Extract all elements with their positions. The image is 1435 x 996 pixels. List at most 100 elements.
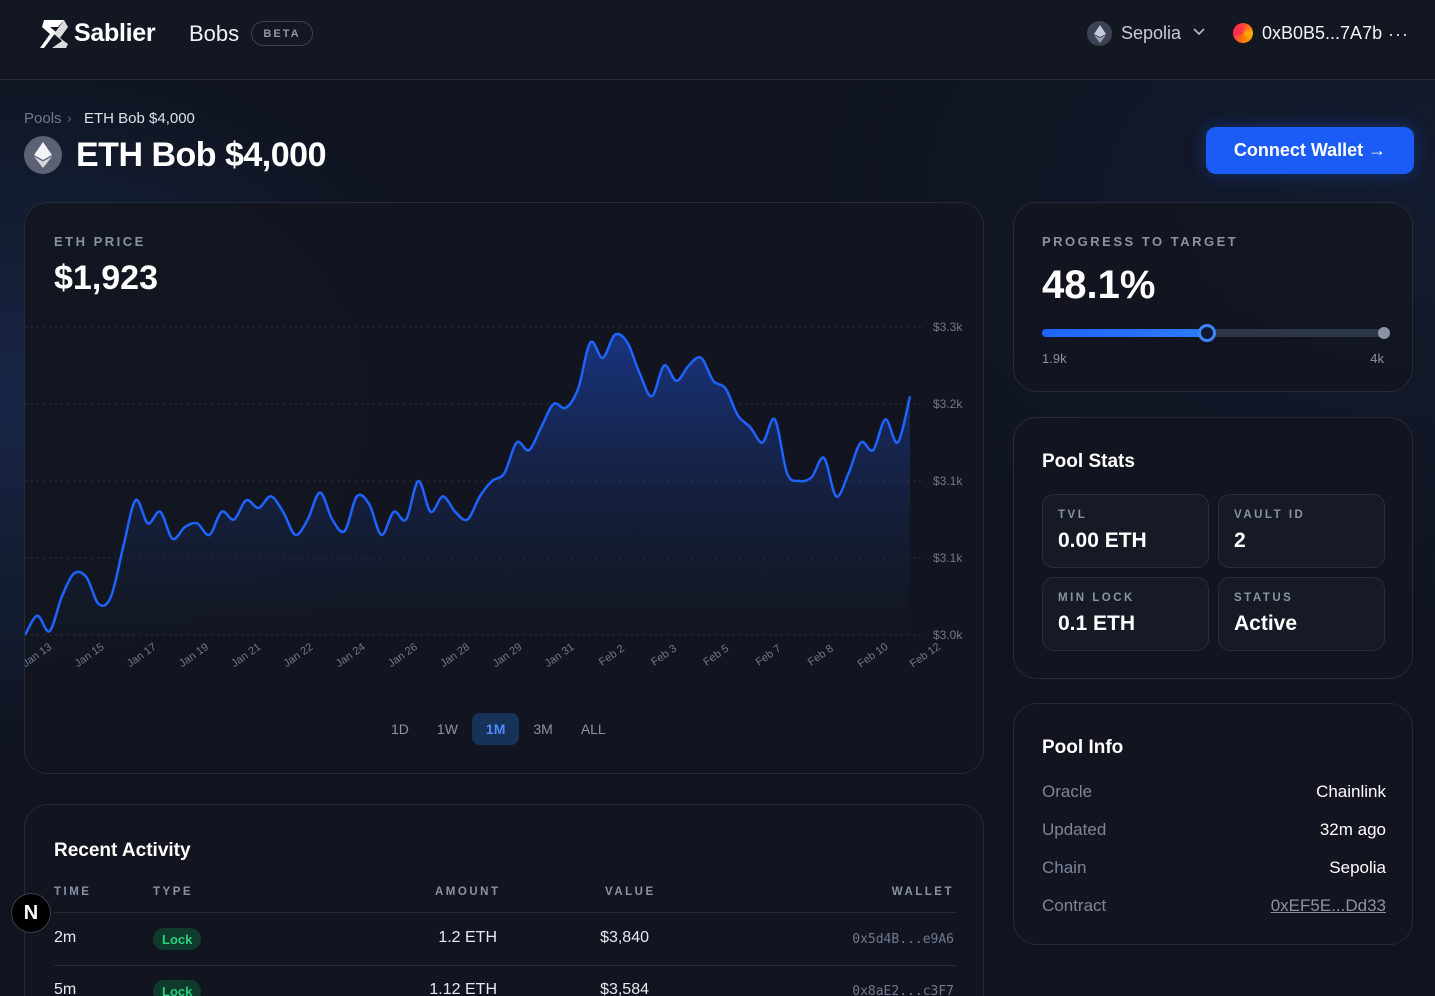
wallet-address[interactable]: 0xB0B5...7A7b <box>1262 23 1383 43</box>
cell-time: 5m <box>54 981 77 996</box>
progress-knob <box>1198 324 1217 342</box>
ethereum-network-icon[interactable] <box>1087 21 1112 46</box>
cell-amount: 1.2 ETH <box>438 929 497 946</box>
column-header-wallet: WALLET <box>891 886 954 898</box>
x-tick-label: Feb 3 <box>649 643 679 669</box>
cell-amount: 1.12 ETH <box>429 981 497 996</box>
pool-info-card: Pool Info Oracle Chainlink Updated 32m a… <box>1013 703 1413 945</box>
info-key: Oracle <box>1042 782 1093 801</box>
y-tick-label: $3.1k <box>933 551 963 565</box>
eth-price-chart[interactable]: $3.3k $3.2k $3.1k $3.1k $3.0k Jan 13 Jan 15 Ja… <box>25 203 985 703</box>
progress-card: PROGRESS TO TARGET 48.1% 1.9k 4k <box>1013 202 1413 392</box>
more-options-icon[interactable]: ··· <box>1388 24 1409 44</box>
info-key: Chain <box>1042 858 1087 877</box>
breadcrumb-pools-link[interactable]: Pools <box>24 110 62 127</box>
wallet-avatar[interactable] <box>1233 23 1253 43</box>
x-tick-label: Jan 29 <box>490 641 524 670</box>
stat-status: STATUS Active <box>1218 577 1385 651</box>
connect-wallet-button[interactable]: Connect Wallet → <box>1206 127 1414 174</box>
range-3m-button[interactable]: 3M <box>533 721 553 737</box>
breadcrumb-separator: › <box>67 110 72 126</box>
x-tick-label: Jan 24 <box>334 641 368 670</box>
stat-label: MIN LOCK <box>1058 592 1135 604</box>
eth-price-value: $1,923 <box>54 259 158 297</box>
cell-value: $3,584 <box>600 981 649 996</box>
progress-min-label: 1.9k <box>1042 351 1067 366</box>
row-divider <box>54 965 956 966</box>
stat-label: TVL <box>1058 509 1088 521</box>
info-row-oracle: Oracle Chainlink <box>1042 782 1386 804</box>
pool-stats-title: Pool Stats <box>1042 451 1135 472</box>
y-tick-label: $3.0k <box>933 628 963 642</box>
breadcrumb-current: ETH Bob $4,000 <box>84 110 195 127</box>
info-key: Contract <box>1042 896 1107 915</box>
column-header-amount: AMOUNT <box>435 886 501 898</box>
progress-target-marker <box>1378 327 1390 339</box>
contract-address-link[interactable]: 0xEF5E...Dd33 <box>1270 896 1386 915</box>
eth-price-label: ETH PRICE <box>54 234 146 249</box>
price-series-line[interactable] <box>25 332 912 636</box>
cell-wallet[interactable]: 0x8aE2...c3F7 <box>852 984 954 996</box>
type-badge: Lock <box>153 980 202 996</box>
x-tick-label: Jan 21 <box>229 641 263 670</box>
progress-max-label: 4k <box>1370 351 1384 366</box>
app-name: Bobs <box>189 21 240 46</box>
type-badge: Lock <box>153 928 202 950</box>
cell-value: $3,840 <box>600 929 649 946</box>
x-tick-label: Jan 17 <box>125 641 159 670</box>
progress-value: 48.1% <box>1042 263 1156 307</box>
progress-label: PROGRESS TO TARGET <box>1042 234 1239 249</box>
column-header-time: TIME <box>54 886 92 898</box>
dev-tools-badge[interactable]: N <box>11 893 51 933</box>
progress-bar <box>1042 324 1390 342</box>
info-row-updated: Updated 32m ago <box>1042 820 1386 842</box>
time-range-selector: 1D 1W 1M 3M ALL <box>377 713 620 745</box>
column-header-type: TYPE <box>153 886 194 898</box>
logo-text[interactable]: Sablier <box>74 19 156 47</box>
x-tick-label: Feb 5 <box>701 643 731 669</box>
stat-value: 0.00 ETH <box>1058 529 1147 552</box>
stat-tvl: TVL 0.00 ETH <box>1042 494 1209 568</box>
y-tick-label: $3.1k <box>933 474 963 488</box>
progress-fill <box>1042 329 1208 337</box>
x-tick-label: Jan 26 <box>386 641 420 670</box>
stat-value: Active <box>1234 612 1298 635</box>
x-tick-label: Feb 2 <box>597 643 627 669</box>
x-tick-label: Jan 13 <box>25 641 54 670</box>
range-1m-button[interactable]: 1M <box>471 713 520 745</box>
stat-value: 2 <box>1234 529 1246 552</box>
stat-vault-id: VAULT ID 2 <box>1218 494 1385 568</box>
range-1d-button[interactable]: 1D <box>391 721 409 737</box>
info-value: Sepolia <box>1329 858 1386 877</box>
range-1w-button[interactable]: 1W <box>436 721 458 737</box>
chevron-down-icon[interactable] <box>1192 25 1206 39</box>
cell-wallet[interactable]: 0x5d4B...e9A6 <box>852 932 954 947</box>
x-tick-label: Jan 15 <box>73 641 107 670</box>
y-tick-label: $3.3k <box>933 320 963 334</box>
info-value: Chainlink <box>1316 782 1386 801</box>
pool-stats-card: Pool Stats TVL 0.00 ETH VAULT ID 2 MIN L… <box>1013 417 1413 679</box>
sablier-logo-icon[interactable] <box>40 18 68 50</box>
y-tick-label: $3.2k <box>933 397 963 411</box>
x-tick-label: Jan 22 <box>281 641 315 670</box>
network-selector-label[interactable]: Sepolia <box>1121 23 1182 43</box>
range-all-button[interactable]: ALL <box>580 721 606 737</box>
top-bar: Sablier Bobs BETA Sepolia 0xB0B5...7A7b … <box>0 0 1435 80</box>
row-divider <box>54 912 956 913</box>
stat-label: VAULT ID <box>1234 509 1306 521</box>
beta-badge: BETA <box>251 21 313 46</box>
info-row-contract: Contract 0xEF5E...Dd33 <box>1042 896 1386 918</box>
column-header-value: VALUE <box>605 886 656 898</box>
info-row-chain: Chain Sepolia <box>1042 858 1386 880</box>
price-area-fill <box>25 333 910 635</box>
recent-activity-card: Recent Activity TIME TYPE AMOUNT VALUE W… <box>24 804 984 996</box>
x-tick-label: Feb 7 <box>754 643 784 669</box>
x-tick-label: Jan 28 <box>438 641 472 670</box>
x-tick-label: Jan 19 <box>177 641 211 670</box>
x-tick-label: Feb 10 <box>856 641 891 670</box>
page-title: ETH Bob $4,000 <box>76 136 326 174</box>
pool-info-title: Pool Info <box>1042 737 1124 758</box>
info-key: Updated <box>1042 820 1107 839</box>
stat-min-lock: MIN LOCK 0.1 ETH <box>1042 577 1209 651</box>
eth-price-card: ETH PRICE $1,923 $3.3k $3.2k $3.1k $3.1k $3.… <box>24 202 984 774</box>
